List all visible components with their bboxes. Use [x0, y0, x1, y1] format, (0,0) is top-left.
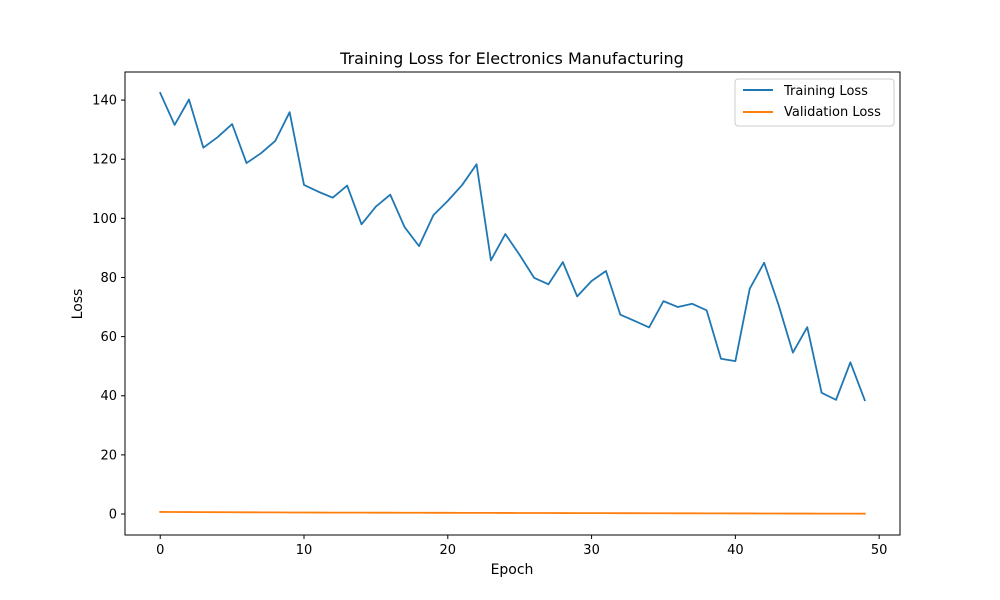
chart-title: Training Loss for Electronics Manufactur… — [339, 49, 684, 68]
x-axis: 0 10 20 30 40 50 — [156, 535, 887, 558]
legend-box — [734, 78, 895, 127]
x-tick-label: 10 — [296, 543, 313, 558]
y-axis-label: Loss — [70, 289, 86, 320]
y-tick-label: 0 — [109, 508, 117, 523]
plot-border — [124, 71, 901, 536]
y-tick-label: 140 — [92, 94, 117, 109]
x-axis-label: Epoch — [491, 562, 534, 578]
x-tick-label: 40 — [727, 543, 744, 558]
y-tick-label: 120 — [92, 153, 117, 168]
y-axis: 0 20 40 60 80 100 120 140 — [92, 94, 125, 523]
plot-area — [124, 71, 901, 536]
legend-label-validation-loss: Validation Loss — [784, 105, 881, 120]
x-tick-label: 20 — [440, 543, 457, 558]
y-tick-label: 100 — [92, 212, 117, 227]
series-layer — [159, 91, 866, 515]
series-line-training-loss — [159, 91, 866, 402]
x-tick-label: 30 — [583, 543, 600, 558]
x-tick-label: 50 — [871, 543, 888, 558]
y-tick-label: 60 — [100, 330, 117, 345]
y-tick-label: 80 — [100, 271, 117, 286]
y-tick-label: 20 — [100, 448, 117, 463]
legend-label-training-loss: Training Loss — [783, 84, 868, 99]
series-line-validation-loss — [159, 511, 866, 515]
x-tick-label: 0 — [156, 543, 164, 558]
legend: Training Loss Validation Loss — [734, 78, 895, 127]
y-tick-label: 40 — [100, 389, 117, 404]
